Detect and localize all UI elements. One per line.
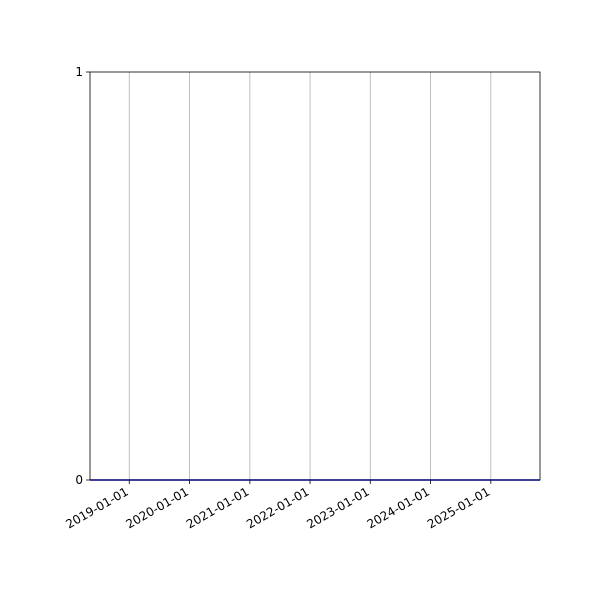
x-tick-label: 2023-01-01 (304, 484, 371, 531)
plot-frame (89, 71, 541, 481)
y-tick-label: 1 (75, 65, 83, 79)
x-tick-label: 2021-01-01 (184, 484, 251, 531)
y-tick-label: 0 (75, 473, 83, 487)
x-tick-label: 2022-01-01 (244, 484, 311, 531)
x-tick-label: 2024-01-01 (365, 484, 432, 531)
x-tick-label: 2020-01-01 (124, 484, 191, 531)
x-tick-label: 2025-01-01 (425, 484, 492, 531)
x-tick-label: 2019-01-01 (63, 484, 130, 531)
